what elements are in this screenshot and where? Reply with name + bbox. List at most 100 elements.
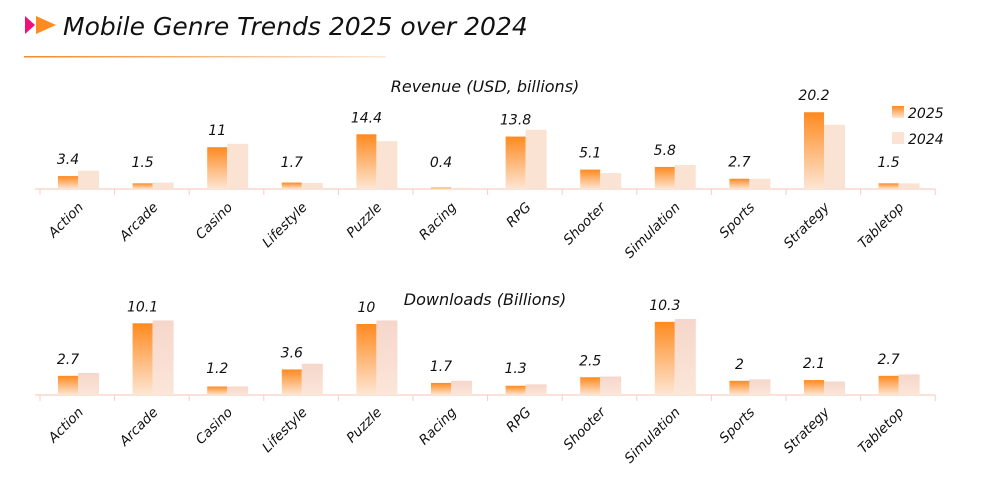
data-label-2025: 13.8 [500, 113, 531, 129]
bar-2024-sports [749, 379, 771, 395]
category-label: Sports [716, 405, 758, 447]
chart-revenue: Revenue (USD, billions) 3.4 Action 1.5 Arcad… [35, 77, 936, 262]
data-label-2025: 5.1 [579, 146, 601, 162]
category-label: Racing [416, 404, 460, 448]
chart-title: Downloads (Billions) [404, 290, 566, 309]
data-label-2025: 10.1 [127, 299, 158, 315]
bar-2025-lifestyle [281, 369, 302, 395]
bar-2025-lifestyle [281, 182, 302, 189]
data-label-2025: 1.7 [430, 359, 452, 375]
bar-2024-shooter [600, 376, 622, 395]
bar-2025-casino [207, 386, 228, 395]
bar-2025-sports [729, 380, 750, 395]
category-label: Action [45, 405, 87, 447]
bar-2024-puzzle [376, 141, 398, 189]
data-label-2025: 2.7 [877, 352, 899, 368]
data-label-2025: 10 [357, 300, 375, 316]
legend-swatch-2025 [892, 106, 904, 118]
category-label: Lifestyle [259, 200, 310, 251]
data-label-2025: 0.4 [430, 155, 452, 171]
category-label: Strategy [781, 404, 834, 457]
category-label: Puzzle [344, 200, 386, 242]
category-label: Sports [716, 200, 758, 242]
data-label-2025: 2 [735, 357, 744, 373]
bar-2024-shooter [600, 173, 622, 189]
category-label: Simulation [621, 200, 683, 262]
bar-2024-lifestyle [301, 182, 323, 189]
data-label-2025: 1.2 [206, 361, 228, 377]
header-logo-icon [25, 16, 56, 34]
legend: 2025 2024 [892, 106, 944, 148]
bar-2025-arcade [132, 323, 153, 395]
bar-2024-action [78, 170, 99, 189]
bar-2025-simulation [654, 166, 675, 189]
data-label-2025: 1.3 [504, 361, 526, 377]
bar-2025-rpg [505, 136, 526, 189]
category-label: Simulation [621, 405, 683, 467]
data-label-2025: 2.7 [728, 155, 750, 171]
legend-label-2025: 2025 [908, 106, 944, 122]
bar-2025-sports [729, 178, 750, 189]
bar-2024-tabletop [898, 374, 920, 395]
bar-2024-racing [451, 380, 472, 395]
title-underline [24, 56, 386, 58]
bar-2025-tabletop [878, 183, 899, 189]
data-label-2025: 1.5 [877, 155, 899, 171]
bar-2024-lifestyle [301, 363, 323, 395]
bar-2024-rpg [525, 129, 547, 189]
bar-2024-simulation [674, 165, 696, 189]
category-label: Tabletop [855, 200, 907, 252]
bar-2024-rpg [525, 384, 547, 395]
bar-2025-shooter [580, 169, 601, 189]
bar-2025-action [58, 176, 78, 189]
category-label: Shooter [560, 198, 610, 248]
category-label: RPG [503, 200, 534, 231]
data-label-2025: 20.2 [798, 88, 829, 104]
bar-2025-strategy [804, 380, 824, 395]
bar-2024-racing [451, 187, 472, 189]
bar-2025-casino [207, 147, 228, 189]
category-label: RPG [503, 405, 534, 436]
bar-2024-puzzle [376, 320, 398, 395]
bar-2025-tabletop [878, 375, 899, 395]
bar-2024-strategy [824, 124, 845, 189]
bar-2025-rpg [505, 385, 526, 395]
data-label-2025: 10.3 [649, 298, 680, 314]
page-title: Mobile Genre Trends 2025 over 2024 [63, 12, 528, 41]
bar-2024-action [78, 372, 99, 395]
category-label: Arcade [116, 405, 162, 451]
data-label-2025: 3.6 [281, 345, 303, 361]
category-label: Strategy [781, 199, 834, 252]
legend-label-2024: 2024 [908, 132, 944, 148]
bar-2024-simulation [674, 319, 696, 395]
chart-title: Revenue (USD, billions) [391, 77, 580, 96]
bar-2024-tabletop [898, 183, 920, 189]
bar-2024-strategy [824, 381, 845, 395]
bar-2025-puzzle [356, 134, 377, 189]
bar-2024-sports [749, 178, 771, 189]
data-label-2025: 3.4 [57, 152, 79, 168]
bar-2025-racing [431, 187, 451, 189]
data-label-2025: 11 [208, 123, 226, 139]
bar-2025-strategy [804, 112, 824, 189]
category-label: Casino [193, 200, 236, 243]
bar-2024-arcade [152, 320, 174, 395]
bar-2024-casino [227, 386, 249, 395]
category-label: Shooter [560, 403, 610, 453]
bar-2025-racing [431, 382, 451, 395]
data-label-2025: 2.7 [57, 352, 79, 368]
category-label: Arcade [116, 200, 162, 246]
data-label-2025: 2.5 [579, 353, 601, 369]
data-label-2025: 2.1 [803, 356, 825, 372]
category-label: Casino [193, 405, 236, 448]
category-label: Racing [416, 199, 460, 243]
bar-2025-puzzle [356, 324, 377, 395]
category-label: Puzzle [344, 405, 386, 447]
bar-2024-arcade [152, 182, 174, 189]
data-label-2025: 1.5 [131, 155, 153, 171]
bar-2024-casino [227, 143, 249, 189]
category-label: Action [45, 200, 87, 242]
category-label: Lifestyle [259, 405, 310, 456]
legend-swatch-2024 [892, 132, 904, 144]
bar-2025-shooter [580, 377, 601, 395]
